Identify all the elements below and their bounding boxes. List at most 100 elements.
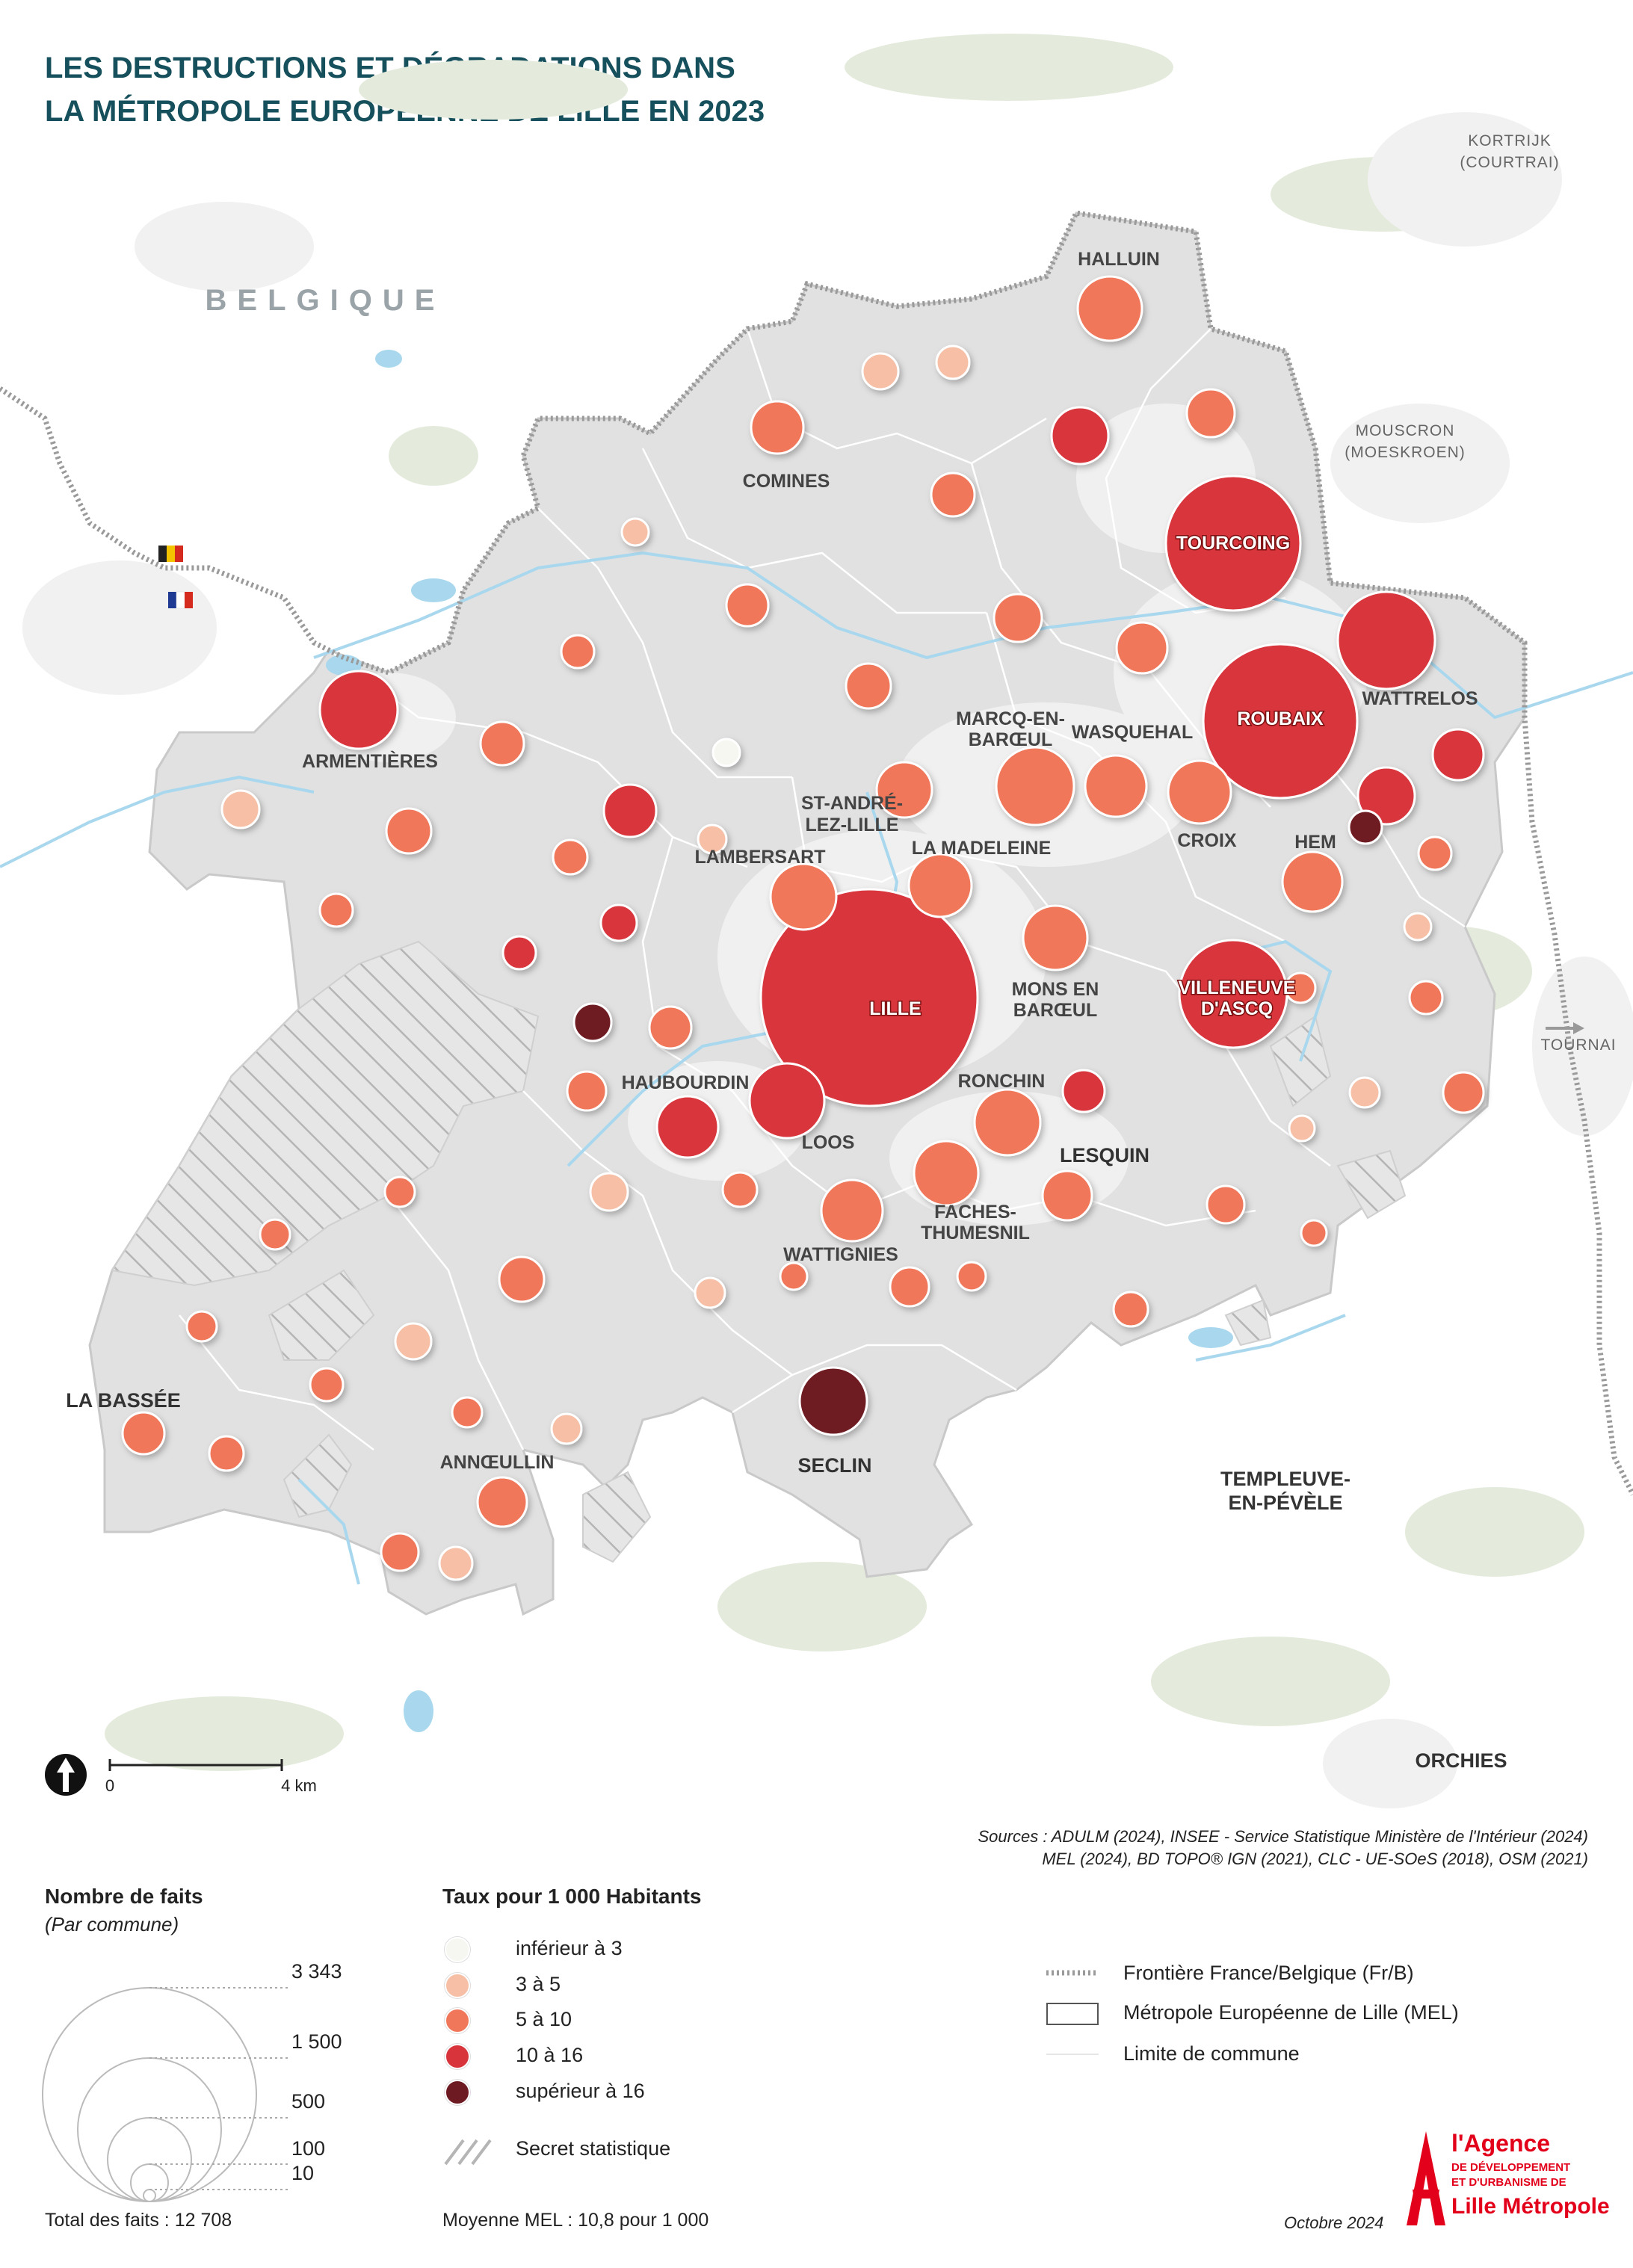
label-marcq-2: BARŒUL [969, 729, 1053, 750]
label-comines: COMINES [743, 471, 830, 492]
map-date: Octobre 2024 [1284, 2213, 1384, 2232]
label-lesquin: LESQUIN [1060, 1144, 1149, 1167]
legend-rate-label-3: 5 à 10 [516, 2008, 572, 2030]
bubble-armentieres [318, 670, 399, 750]
label-seclin: SECLIN [797, 1454, 871, 1477]
label-st-andre-2: LEZ-LILLE [806, 815, 899, 835]
bubble-seclin [798, 1366, 868, 1436]
legend-size-circles [42, 1987, 288, 2202]
logo-line3: ET D'URBANISME DE [1451, 2176, 1566, 2189]
bubble-wattignies [820, 1178, 884, 1243]
label-wattrelos: WATTRELOS [1362, 688, 1478, 709]
belgium-flag-icon [158, 546, 183, 562]
label-loos: LOOS [802, 1132, 855, 1153]
label-tourcoing: TOURCOING [1176, 533, 1290, 554]
agence-logo-mark-icon [1407, 2131, 1445, 2225]
label-haubourdin: HAUBOURDIN [622, 1072, 750, 1093]
legend-mel-box-icon [1046, 2003, 1099, 2025]
bubble-halluin [1076, 275, 1143, 342]
bubble-croix [1167, 759, 1232, 825]
label-la-bassee: LA BASSÉE [66, 1388, 181, 1412]
label-tournai: TOURNAI [1540, 1036, 1616, 1054]
swatch-class-1 [445, 1937, 470, 1962]
bubble-faches [913, 1140, 980, 1207]
legend-rate-label-1: inférieur à 3 [516, 1937, 623, 1959]
label-hem: HEM [1294, 832, 1336, 853]
legend-size-value-1: 3 343 [291, 1960, 342, 1983]
legend-total: Total des faits : 12 708 [45, 2210, 232, 2231]
bubble-loos [748, 1062, 826, 1140]
swatch-class-2 [445, 1973, 470, 1998]
north-arrow-icon [45, 1754, 87, 1796]
label-lambersart: LAMBERSART [695, 847, 826, 868]
bubble-la-madeleine [907, 853, 973, 918]
secret-statistique-areas [111, 940, 1407, 1563]
label-lille: LILLE [869, 998, 921, 1019]
scale-zero: 0 [105, 1776, 114, 1795]
label-halluin: HALLUIN [1078, 249, 1160, 270]
bubble-la-bassee [121, 1411, 166, 1456]
legend-commune-line-icon [1046, 2054, 1099, 2055]
swatch-class-5 [445, 2080, 470, 2105]
legend-size-title: Nombre de faits [45, 1885, 203, 1908]
swatch-class-3 [445, 2008, 470, 2033]
choropleth-map[interactable]: BELGIQUE KORTRIJK (COURTRAI) MOUSCRON (M… [0, 0, 1633, 1816]
bubble-anoeullin [476, 1476, 528, 1528]
water-bodies [326, 350, 1233, 1732]
label-la-madeleine: LA MADELEINE [912, 838, 1052, 859]
label-roubaix: ROUBAIX [1237, 708, 1324, 729]
bubble-marcq [995, 746, 1075, 826]
france-belgium-border [0, 210, 1633, 1496]
bubble-comines [750, 400, 805, 455]
bubble-wasquehal [1084, 754, 1148, 818]
label-villeneuve-1: VILLENEUVE [1179, 977, 1296, 998]
label-anoeullin: ANNŒULLIN [440, 1452, 555, 1473]
bubble-mons [1022, 904, 1089, 971]
france-flag-icon [168, 591, 193, 609]
legend-mel-label: Métropole Européenne de Lille (MEL) [1123, 2001, 1459, 2024]
label-st-andre-1: ST-ANDRÉ- [801, 792, 903, 814]
bubble-lesquin [1041, 1169, 1093, 1222]
agence-logo: l'Agence DE DÉVELOPPEMENT ET D'URBANISME… [1405, 2130, 1610, 2234]
legend-border-line-icon [1046, 1970, 1099, 1976]
legend-rate-label-2: 3 à 5 [516, 1973, 561, 1995]
label-mons-1: MONS EN [1012, 979, 1099, 1000]
sources: Sources : ADULM (2024), INSEE - Service … [978, 1826, 1589, 1870]
sources-line2: MEL (2024), BD TOPO® IGN (2021), CLC - U… [1042, 1850, 1588, 1868]
label-belgique: BELGIQUE [206, 284, 445, 317]
logo-line1: l'Agence [1451, 2130, 1551, 2157]
label-kortrijk-2: (COURTRAI) [1460, 154, 1559, 171]
bubble-roubaix [1202, 643, 1359, 800]
logo-line4: Lille Métropole [1451, 2194, 1610, 2219]
legend-commune-label: Limite de commune [1123, 2042, 1300, 2065]
label-faches-1: FACHES- [934, 1202, 1016, 1223]
legend-secret-hatch-icon [444, 2139, 492, 2166]
sources-line1: Sources : ADULM (2024), INSEE - Service … [978, 1827, 1589, 1846]
urban-areas-outside [22, 112, 1633, 1808]
bubble-haubourdin [655, 1095, 720, 1159]
legend-secret-label: Secret statistique [516, 2137, 671, 2160]
label-villeneuve-2: D'ASCQ [1201, 998, 1273, 1019]
legend-rate-title: Taux pour 1 000 Habitants [442, 1885, 702, 1908]
label-faches-2: THUMESNIL [921, 1223, 1030, 1243]
label-ronchin: RONCHIN [958, 1071, 1046, 1092]
legend-border-label: Frontière France/Belgique (Fr/B) [1123, 1962, 1414, 1984]
label-kortrijk-1: KORTRIJK [1468, 132, 1551, 149]
legend-rate-label-4: 10 à 16 [516, 2044, 584, 2066]
label-wattignies: WATTIGNIES [783, 1244, 898, 1265]
legend-rate-label-5: supérieur à 16 [516, 2080, 645, 2102]
label-mouscron-1: MOUSCRON [1356, 422, 1455, 439]
legend-size-value-3: 500 [291, 2090, 326, 2113]
label-croix: CROIX [1177, 830, 1237, 851]
label-armentieres: ARMENTIÈRES [302, 750, 438, 772]
legend-size-value-2: 1 500 [291, 2030, 342, 2053]
label-wasquehal: WASQUEHAL [1072, 722, 1194, 743]
proportional-bubbles [121, 275, 1485, 1581]
label-mons-2: BARŒUL [1013, 1000, 1098, 1021]
label-templeuve-2: EN-PÉVÈLE [1228, 1491, 1342, 1514]
bubble-wattrelos [1336, 590, 1436, 690]
scale-four-km: 4 km [281, 1776, 317, 1795]
label-templeuve-1: TEMPLEUVE- [1220, 1468, 1350, 1490]
legend-mean: Moyenne MEL : 10,8 pour 1 000 [442, 2210, 709, 2231]
bubble-hem [1281, 850, 1344, 913]
